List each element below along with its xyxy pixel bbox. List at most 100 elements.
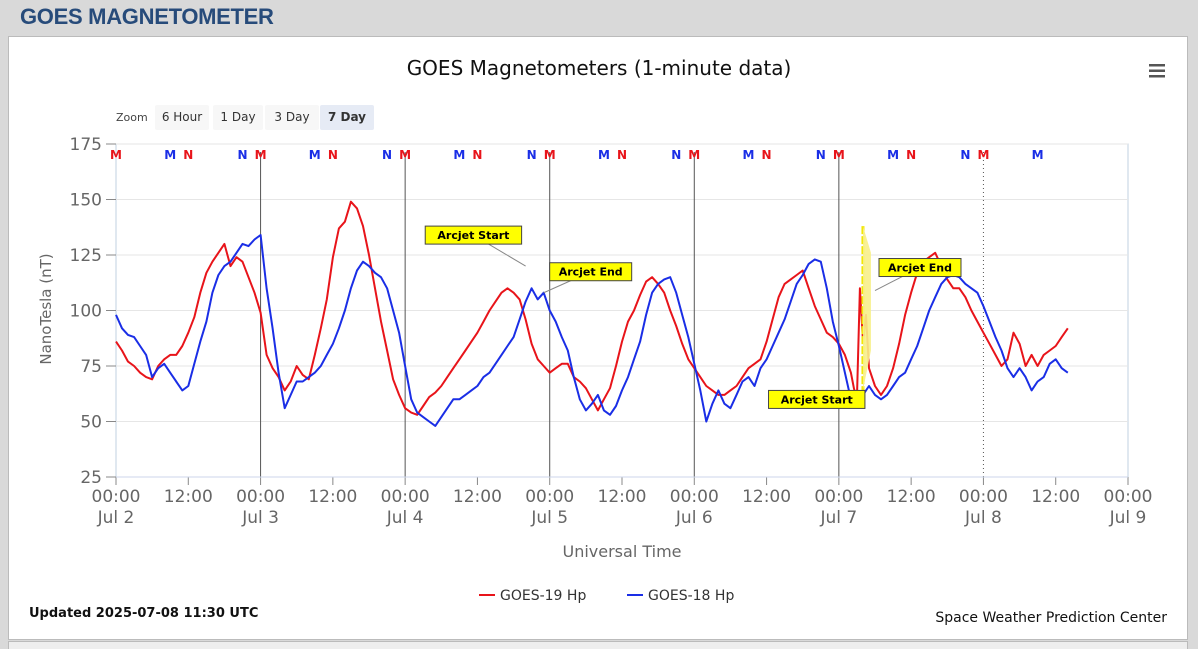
x-tick-label: 12:00: [887, 487, 936, 507]
zoom-button-label[interactable]: 7 Day: [328, 110, 366, 124]
x-tick-label: 00:00: [525, 487, 574, 507]
x-tick-label: 00:00: [670, 487, 719, 507]
legend-label[interactable]: GOES-18 Hp: [648, 588, 734, 604]
marker-label: N: [328, 148, 338, 162]
zoom-button-bg[interactable]: [213, 105, 263, 130]
marker-label: M: [255, 148, 267, 162]
y-tick-label: 125: [70, 246, 102, 266]
x-tick-label: 00:00: [814, 487, 863, 507]
marker-label: M: [887, 148, 899, 162]
zoom-button-1-day[interactable]: 1 Day: [213, 105, 263, 130]
marker-label: N: [906, 148, 916, 162]
x-tick-label: 12:00: [598, 487, 647, 507]
x-axis-label: Universal Time: [562, 542, 681, 561]
chart-title: GOES Magnetometers (1-minute data): [407, 56, 792, 80]
chart-panel: GOES Magnetometers (1-minute data) Zoom …: [8, 36, 1188, 640]
x-tick-label: 12:00: [1031, 487, 1080, 507]
marker-label: N: [960, 148, 970, 162]
x-tick-label: 00:00: [959, 487, 1008, 507]
x-tick-date-label: Jul 5: [530, 508, 568, 528]
zoom-button-label[interactable]: 1 Day: [220, 110, 255, 124]
y-tick-label: 50: [80, 413, 102, 433]
magnetometer-chart: GOES Magnetometers (1-minute data) Zoom …: [29, 56, 1167, 626]
zoom-button-7-day[interactable]: 7 Day: [320, 105, 374, 130]
x-tick-label: 12:00: [308, 487, 357, 507]
annotation-box: [768, 389, 866, 409]
marker-label: M: [309, 148, 321, 162]
credit-text: Space Weather Prediction Center: [935, 610, 1167, 626]
series-line-goes-18-hp: [115, 234, 1069, 427]
y-tick-label: 75: [80, 357, 102, 377]
annotation-box: [878, 258, 962, 278]
x-tick-date-label: Jul 7: [819, 508, 857, 528]
series-line-goes-19-hp: [115, 200, 1069, 416]
y-tick-label: 100: [70, 302, 102, 322]
zoom-button-3-day[interactable]: 3 Day: [265, 105, 319, 130]
x-tick-label: 12:00: [453, 487, 502, 507]
marker-label: M: [399, 148, 411, 162]
marker-label: N: [816, 148, 826, 162]
zoom-label: Zoom: [116, 111, 148, 124]
annotation-label: Arcjet End: [559, 266, 623, 279]
y-tick-label: 25: [80, 468, 102, 488]
x-tick-date-label: Jul 9: [1109, 508, 1147, 528]
arcjet-annotation: Arcjet Start: [424, 225, 526, 267]
legend-label[interactable]: GOES-19 Hp: [500, 588, 586, 604]
arcjet-spike-fill: [862, 226, 871, 391]
marker-label: M: [977, 148, 989, 162]
marker-label: M: [688, 148, 700, 162]
hamburger-menu-icon[interactable]: [1147, 62, 1165, 80]
x-tick-label: 00:00: [236, 487, 285, 507]
annotation-box: [549, 262, 633, 282]
x-tick-date-label: Jul 3: [241, 508, 279, 528]
marker-label: N: [472, 148, 482, 162]
zoom-button-label[interactable]: 3 Day: [274, 110, 309, 124]
y-tick-label: 150: [70, 191, 102, 211]
arcjet-spike: [861, 226, 871, 391]
next-panel-edge: [8, 641, 1188, 649]
marker-label: M: [453, 148, 465, 162]
marker-label: M: [743, 148, 755, 162]
zoom-button-bg[interactable]: [155, 105, 209, 130]
arcjet-annotation: Arcjet Start: [768, 389, 866, 409]
x-tick-label: 12:00: [742, 487, 791, 507]
arcjet-annotations: Arcjet Start Arcjet End Arcjet Start Arcjet…: [424, 225, 962, 409]
marker-label: N: [183, 148, 193, 162]
x-tick-date-label: Jul 4: [386, 508, 424, 528]
noon-midnight-markers: M M M M M M MN N N N N NM M M M M M MN N N N N N: [110, 148, 1044, 162]
marker-label: N: [237, 148, 247, 162]
y-tick-label: 175: [70, 135, 102, 155]
updated-timestamp: Updated 2025-07-08 11:30 UTC: [29, 606, 258, 621]
y-axis-label: NanoTesla (nT): [37, 253, 55, 364]
marker-label: M: [598, 148, 610, 162]
marker-label: N: [527, 148, 537, 162]
zoom-button-6-hour[interactable]: 6 Hour: [155, 105, 209, 130]
zoom-button-bg[interactable]: [265, 105, 319, 130]
annotation-label: Arcjet Start: [781, 393, 853, 406]
marker-label: N: [762, 148, 772, 162]
annotation-label: Arcjet End: [888, 262, 952, 275]
annotation-label: Arcjet Start: [437, 229, 509, 242]
zoom-button-bg[interactable]: [320, 105, 374, 130]
marker-label: M: [110, 148, 122, 162]
zoom-button-label[interactable]: 6 Hour: [162, 110, 202, 124]
marker-label: N: [382, 148, 392, 162]
x-tick-label: 00:00: [381, 487, 430, 507]
legend-item[interactable]: GOES-19 Hp: [479, 588, 586, 604]
legend-item[interactable]: GOES-18 Hp: [627, 588, 734, 604]
marker-label: M: [164, 148, 176, 162]
x-tick-label: 00:00: [92, 487, 141, 507]
page-title: GOES MAGNETOMETER: [20, 4, 274, 29]
annotation-box: [424, 225, 523, 245]
x-tick-date-label: Jul 8: [964, 508, 1002, 528]
marker-label: M: [544, 148, 556, 162]
x-tick-label: 00:00: [1104, 487, 1153, 507]
arcjet-annotation: Arcjet End: [874, 258, 962, 291]
marker-label: M: [833, 148, 845, 162]
marker-label: N: [671, 148, 681, 162]
marker-label: M: [1032, 148, 1044, 162]
x-tick-date-label: Jul 6: [675, 508, 713, 528]
x-tick-label: 12:00: [164, 487, 213, 507]
arcjet-annotation: Arcjet End: [543, 262, 633, 294]
x-tick-date-label: Jul 2: [97, 508, 135, 528]
